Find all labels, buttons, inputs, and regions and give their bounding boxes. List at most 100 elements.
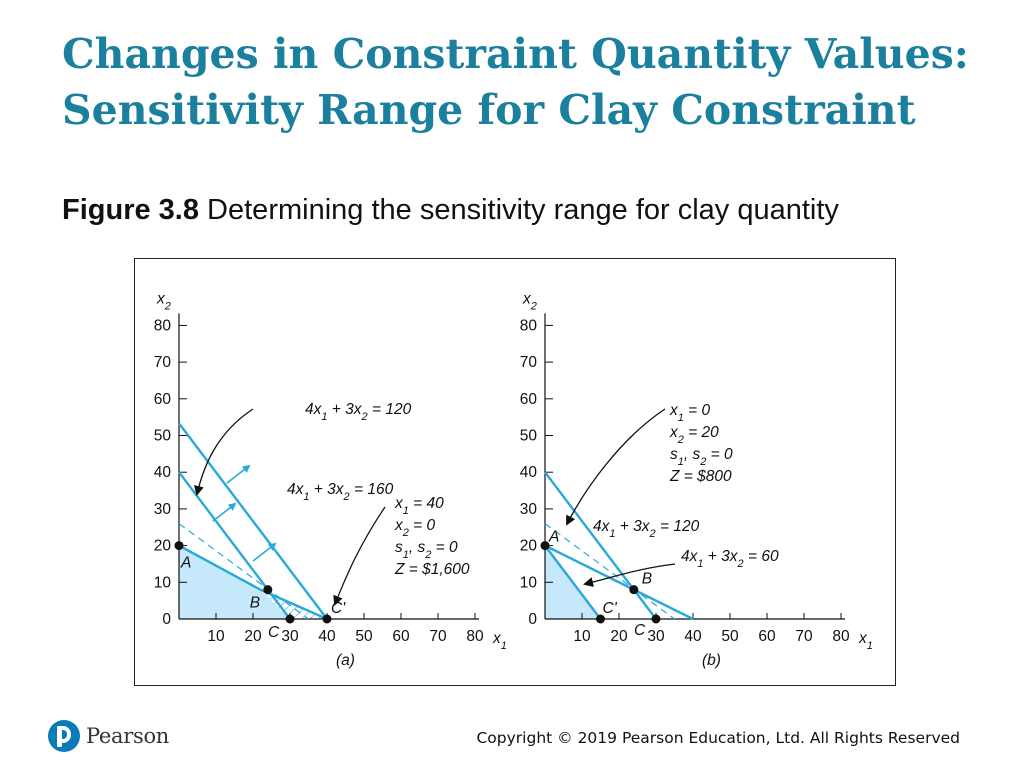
figure-svg: 0 10 20 30 40 50 60 70 80 10 20 30 40 50 60 70 80 x1 x2 4x1… <box>154 290 873 669</box>
point-label: C' <box>331 600 346 617</box>
annotation-line: s1, s2 = 0 <box>670 446 733 468</box>
x-tick-label: 80 <box>832 628 850 645</box>
y-tick-label: 20 <box>520 538 538 555</box>
series-label: 4x1 + 3x2 = 60 <box>681 548 779 570</box>
y-tick-label: 40 <box>520 464 538 481</box>
pointer-arrow-group <box>194 408 254 496</box>
panel-label: (b) <box>702 652 721 669</box>
figure-caption: Figure 3.8 Determining the sensitivity r… <box>62 194 839 227</box>
point-label: A <box>180 555 191 572</box>
point-label: A <box>548 529 559 546</box>
point-marker <box>285 614 295 624</box>
point-label: C <box>634 622 646 639</box>
y-tick-label: 0 <box>528 611 537 628</box>
point-marker <box>174 541 184 551</box>
x-tick-label: 40 <box>318 628 336 645</box>
y-tick-label: 10 <box>520 574 538 591</box>
x-tick-label: 60 <box>758 628 776 645</box>
y-tick-label: 10 <box>154 574 172 591</box>
x-tick-label: 20 <box>244 628 262 645</box>
series-line <box>544 523 675 620</box>
pointer-arrow-group <box>583 563 676 588</box>
x-axis-label: x1 <box>858 630 873 652</box>
point-label: B <box>642 571 652 588</box>
x-tick-label: 70 <box>429 628 447 645</box>
x-tick-label: 10 <box>207 628 225 645</box>
y-tick-label: 50 <box>154 428 172 445</box>
annotation-line: s1, s2 = 0 <box>395 539 458 561</box>
point-marker <box>263 585 273 595</box>
series-line <box>544 544 694 621</box>
figure-3-8: 0 10 20 30 40 50 60 70 80 10 20 30 40 50 60 70 80 x1 x2 4x1… <box>134 258 896 686</box>
slide-title-line-1: Changes in Constraint Quantity Values: <box>62 30 969 78</box>
x-tick-label: 30 <box>647 628 665 645</box>
direction-arrow <box>212 502 237 522</box>
point-marker <box>322 614 332 624</box>
y-tick-label: 40 <box>154 464 172 481</box>
point-marker <box>540 541 550 551</box>
copyright-notice: Copyright © 2019 Pearson Education, Ltd.… <box>476 729 960 747</box>
annotation-line: x2 = 0 <box>394 517 436 539</box>
pointer-arrow <box>566 408 666 526</box>
y-tick-label: 70 <box>154 354 172 371</box>
series-line <box>544 544 602 620</box>
series-line <box>544 471 657 620</box>
figure-caption-text: Determining the sensitivity range for cl… <box>199 194 839 226</box>
annotation-line: Z = $800 <box>669 468 732 485</box>
point-label: B <box>250 595 260 612</box>
x-tick-label: 30 <box>281 628 299 645</box>
x-tick-label: 80 <box>466 628 484 645</box>
y-axis-label: x2 <box>522 290 537 312</box>
pointer-arrow <box>333 506 386 606</box>
direction-arrow <box>252 542 277 562</box>
series-line <box>178 544 328 621</box>
chart-panel-a: 0 10 20 30 40 50 60 70 80 10 20 30 40 50 60 70 80 x1 x2 4x1… <box>154 290 507 669</box>
chart-panel-b: 0 10 20 30 40 50 60 70 80 10 20 30 40 50 60 70 80 x1 x2 4x1… <box>520 290 873 669</box>
annotation-line: x1 = 0 <box>669 402 711 424</box>
point-marker <box>629 585 639 595</box>
point-label: C' <box>603 600 618 617</box>
slide-title-line-2: Sensitivity Range for Clay Constraint <box>62 86 916 134</box>
x-tick-label: 50 <box>721 628 739 645</box>
pointer-arrow <box>194 408 254 496</box>
annotation-line: x2 = 20 <box>669 424 719 446</box>
pointer-arrow <box>583 563 676 588</box>
x-axis-label: x1 <box>492 630 507 652</box>
y-tick-label: 70 <box>520 354 538 371</box>
y-tick-label: 0 <box>162 611 171 628</box>
direction-arrow <box>226 464 251 484</box>
y-axis-label: x2 <box>156 290 171 312</box>
series-line <box>178 523 309 620</box>
series-label: 4x1 + 3x2 = 120 <box>593 518 700 540</box>
pearson-wordmark: Pearson <box>86 724 170 748</box>
pointer-arrow-group <box>566 408 666 526</box>
panel-label: (a) <box>336 652 355 669</box>
y-tick-label: 60 <box>154 391 172 408</box>
y-tick-label: 20 <box>154 538 172 555</box>
x-tick-label: 20 <box>610 628 628 645</box>
feasible-region <box>179 545 290 619</box>
y-tick-label: 30 <box>154 501 172 518</box>
pearson-logo: Pearson <box>48 720 169 752</box>
point-marker <box>651 614 661 624</box>
y-tick-label: 50 <box>520 428 538 445</box>
x-tick-label: 60 <box>392 628 410 645</box>
pointer-arrow-group <box>333 506 386 606</box>
y-tick-label: 60 <box>520 391 538 408</box>
annotation-line: Z = $1,600 <box>394 561 470 578</box>
point-label: C <box>268 624 280 641</box>
y-tick-label: 80 <box>520 317 538 334</box>
series-label: 4x1 + 3x2 = 120 <box>305 401 412 423</box>
series-label: 4x1 + 3x2 = 160 <box>287 481 394 503</box>
x-tick-label: 40 <box>684 628 702 645</box>
slide-title: Changes in Constraint Quantity Values: S… <box>62 26 1002 138</box>
point-marker <box>596 614 605 624</box>
annotation-line: x1 = 40 <box>394 495 444 517</box>
series-line <box>178 422 328 620</box>
figure-number: Figure 3.8 <box>62 194 199 226</box>
y-tick-label: 30 <box>520 501 538 518</box>
x-tick-label: 50 <box>355 628 373 645</box>
feasible-region <box>545 545 601 619</box>
x-tick-label: 70 <box>795 628 813 645</box>
y-tick-label: 80 <box>154 317 172 334</box>
